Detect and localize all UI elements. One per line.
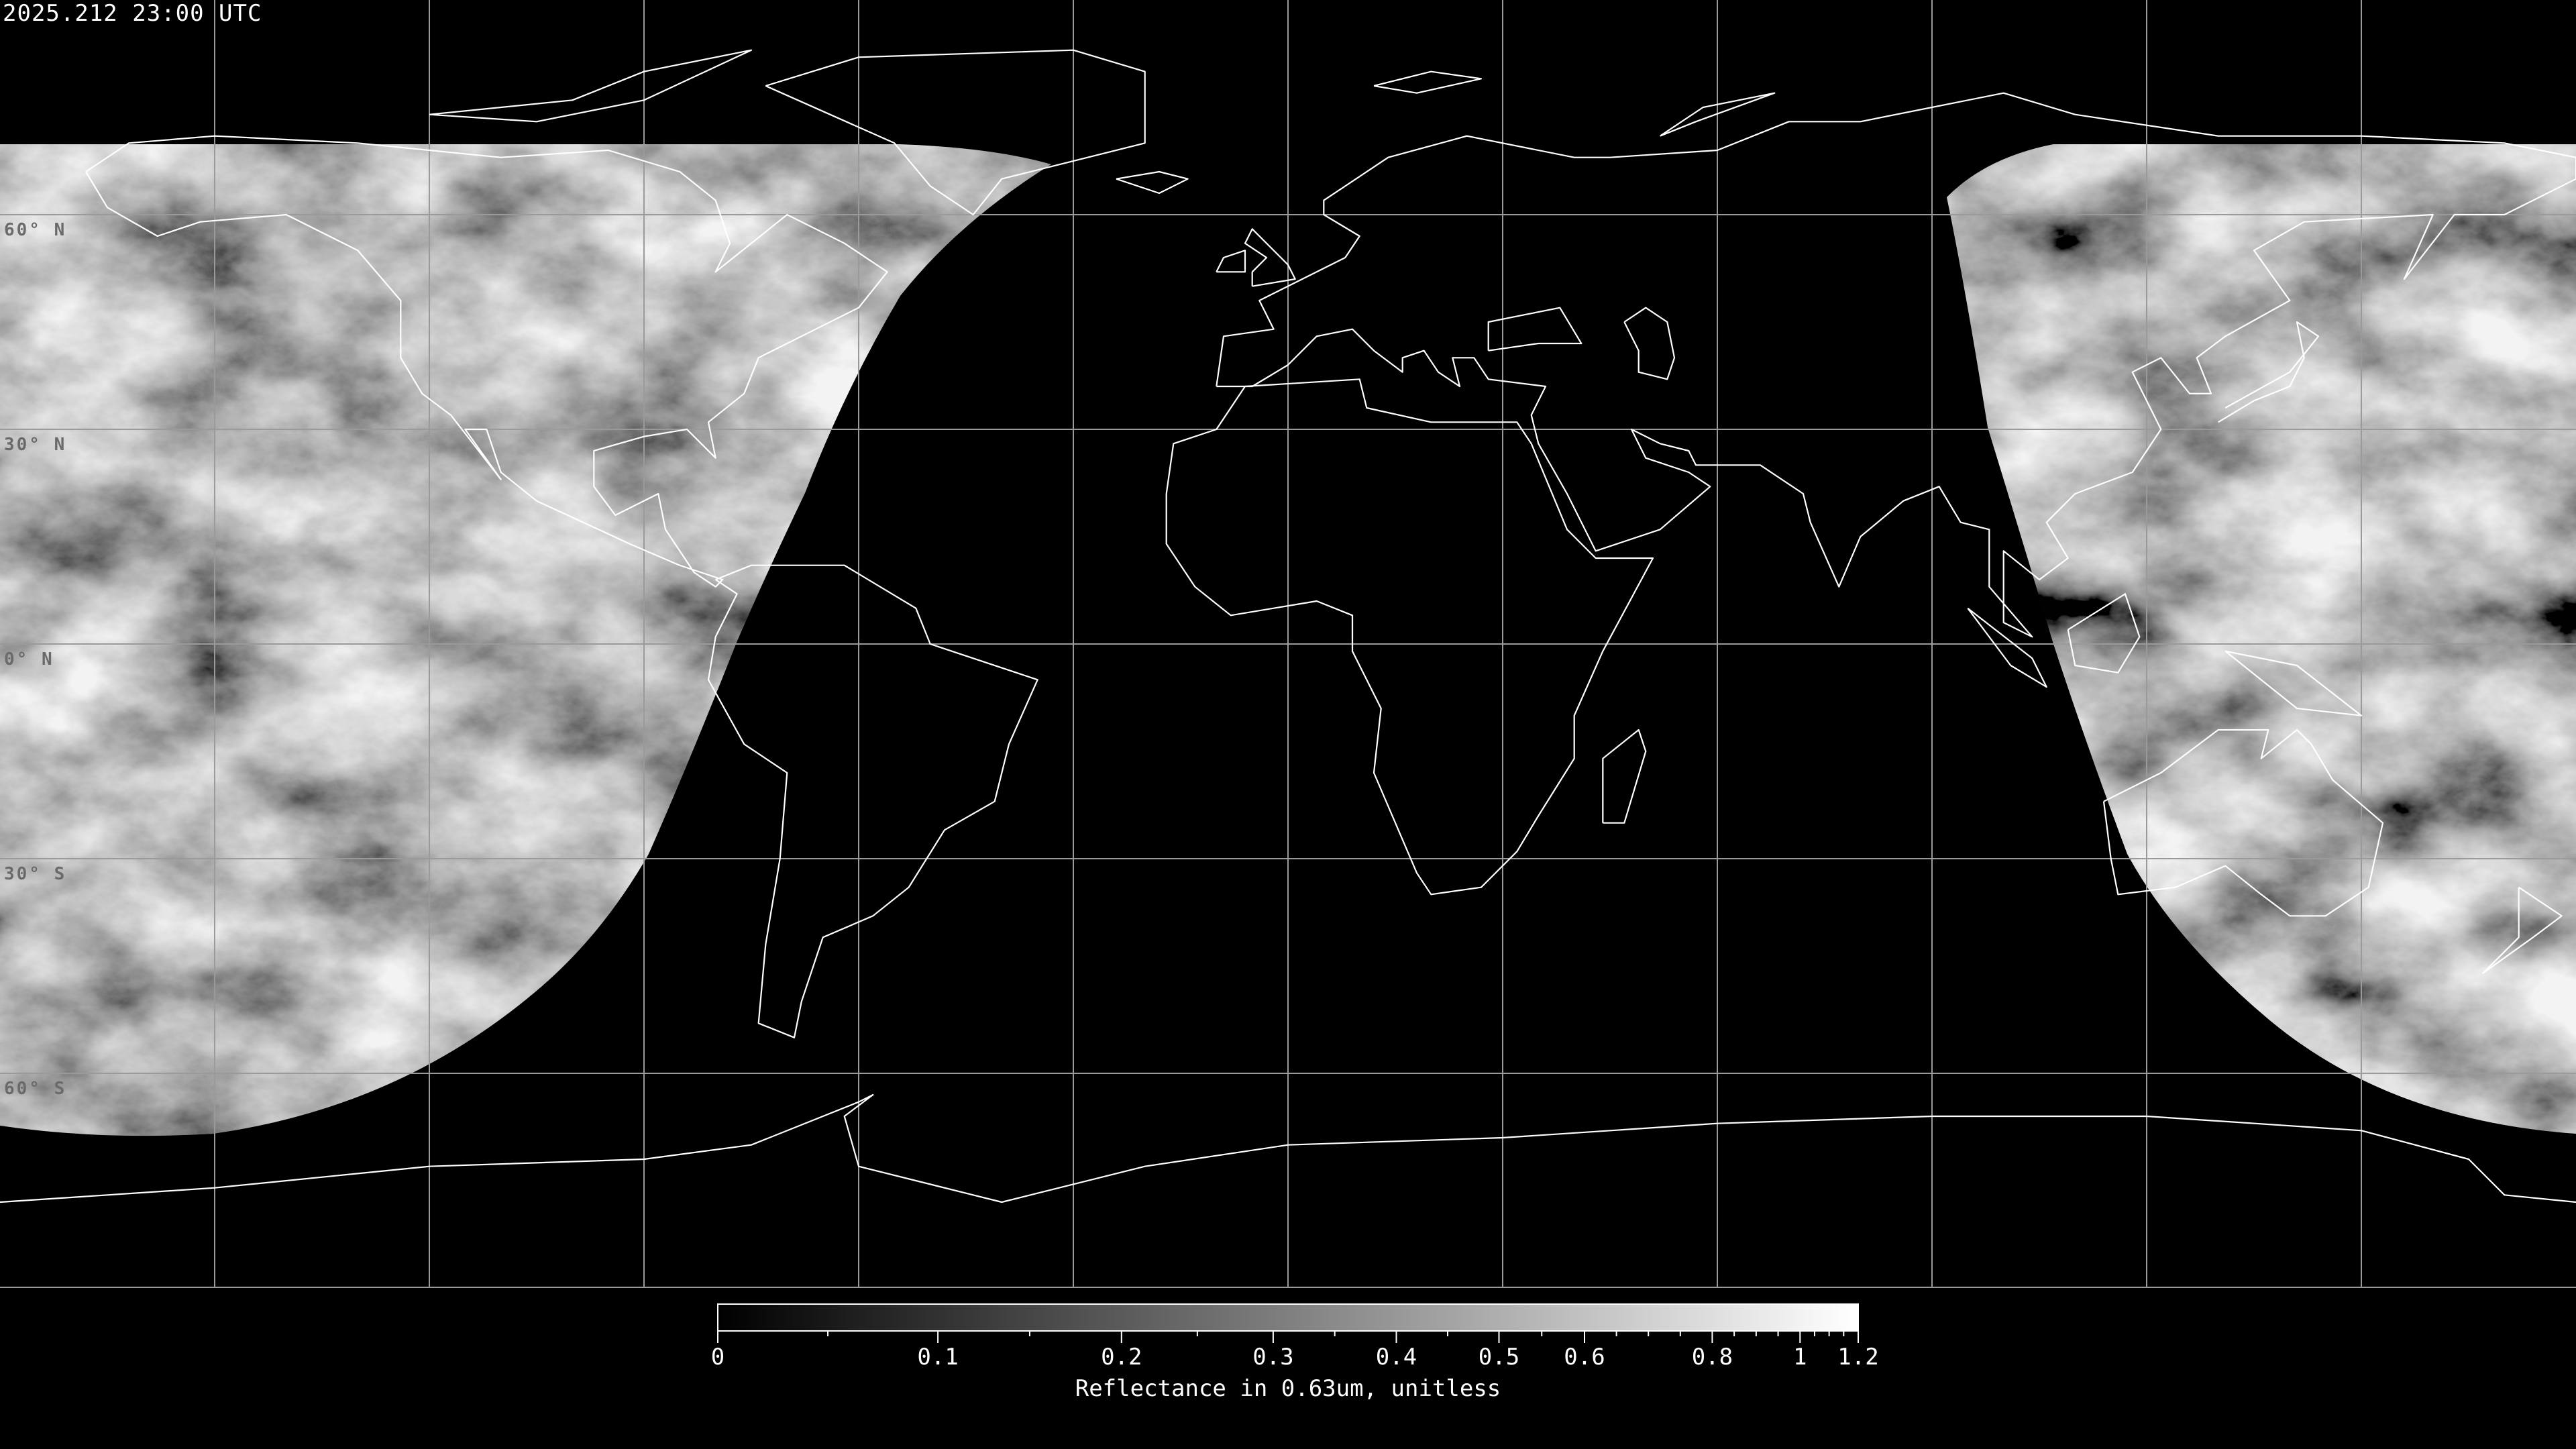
colorbar-gradient xyxy=(717,1303,1859,1332)
colorbar-tick-label: 0.1 xyxy=(917,1344,958,1371)
coastline-novaya xyxy=(1660,92,1776,137)
coastline-arctic1 xyxy=(429,49,753,123)
latitude-label: 30° N xyxy=(4,435,67,455)
colorbar-tick-label: 0.2 xyxy=(1101,1344,1142,1371)
coastline-newguinea xyxy=(2224,650,2363,716)
latitude-label: 60° N xyxy=(4,220,67,240)
colorbar-tick-label: 0.8 xyxy=(1692,1344,1733,1371)
colorbar-tick-label: 0 xyxy=(711,1344,724,1371)
colorbar-label: Reflectance in 0.63um, unitless xyxy=(1075,1375,1501,1402)
colorbar-tick-label: 0.6 xyxy=(1564,1344,1605,1371)
coastline-sumatra xyxy=(1967,607,2047,688)
graticule xyxy=(0,0,2576,1288)
colorbar-tick-label: 0.5 xyxy=(1479,1344,1519,1371)
coastline-japan xyxy=(2218,321,2320,423)
coastline-samerica xyxy=(707,564,1038,1038)
satellite-map xyxy=(0,0,2576,1288)
latitude-label: 60° S xyxy=(4,1079,67,1099)
coastline-greenland xyxy=(765,49,1146,216)
latitude-label: 30° S xyxy=(4,864,67,884)
coastline-blacksea xyxy=(1487,307,1582,352)
coastline-uk xyxy=(1244,228,1296,287)
timestamp-title: 2025.212 23:00 UTC xyxy=(3,0,262,27)
coastline-namerica xyxy=(85,135,888,588)
latitude-label: 0° N xyxy=(4,649,54,669)
coastline-eurasia xyxy=(1216,92,2576,638)
colorbar-tick-label: 0.4 xyxy=(1376,1344,1417,1371)
coastline-antarctica xyxy=(0,1093,2576,1203)
coastlines xyxy=(0,49,2576,1203)
colorbar-tick-label: 1.2 xyxy=(1837,1344,1878,1371)
coastline-caspian xyxy=(1623,307,1676,380)
coastline-australia xyxy=(2102,729,2384,917)
coastline-africa xyxy=(1165,378,1654,896)
coastline-borneo xyxy=(2067,593,2141,674)
colorbar-tick-label: 0.3 xyxy=(1252,1344,1293,1371)
coastline-iceland xyxy=(1116,170,1189,195)
colorbar-tick-label: 1 xyxy=(1793,1344,1807,1371)
colorbar: 0 0.1 0.2 0.3 0.4 0.5 0.6 0.8 1 1.2 xyxy=(711,1303,1879,1371)
coastline-ireland xyxy=(1216,250,1246,273)
coastline-madagascar xyxy=(1602,729,1647,824)
coastline-nz xyxy=(2482,886,2563,974)
coastline-svalbard xyxy=(1373,70,1483,94)
